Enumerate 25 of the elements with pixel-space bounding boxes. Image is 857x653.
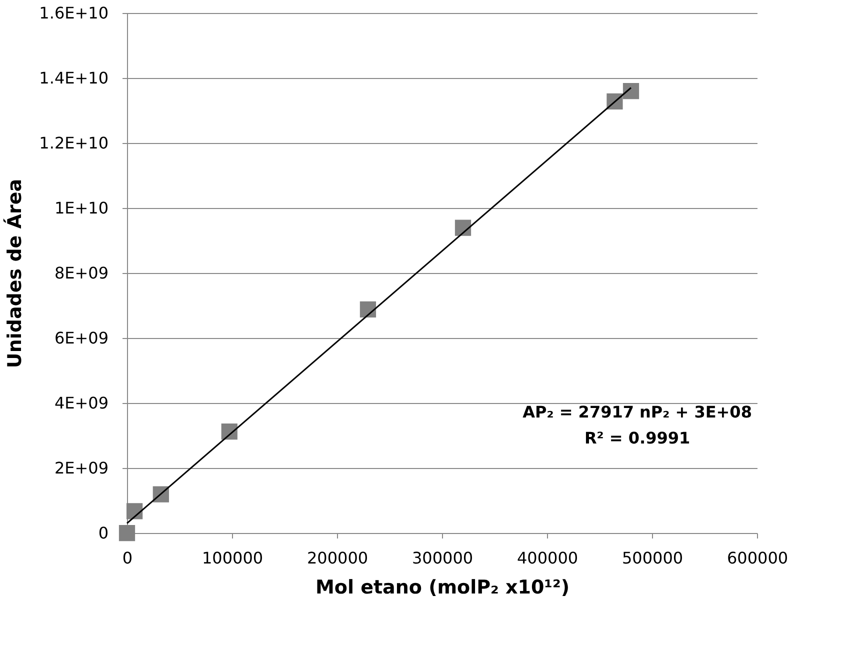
x-tick-label: 600000 xyxy=(726,548,788,568)
x-tick-label: 0 xyxy=(122,548,133,568)
x-tick-label: 400000 xyxy=(516,548,578,568)
y-axis-title: Unidades de Área xyxy=(3,178,26,368)
x-tick-label: 100000 xyxy=(202,548,264,568)
y-tick-label: 1.4E+10 xyxy=(39,68,108,88)
point xyxy=(126,503,143,520)
annotation: AP₂ = 27917 nP₂ + 3E+08 xyxy=(522,402,752,422)
y-tick-label: 2E+09 xyxy=(54,458,108,478)
x-tick-label: 200000 xyxy=(306,548,368,568)
y-tick-label: 8E+09 xyxy=(54,264,108,282)
x-tick-label: 500000 xyxy=(622,548,684,568)
point xyxy=(454,220,472,236)
point xyxy=(118,524,136,542)
y-tick-label: 1.6E+10 xyxy=(39,4,108,22)
y-tick-label: 0 xyxy=(98,524,108,542)
y-tick-label: 1E+10 xyxy=(54,198,108,218)
y-tick-label: 1.2E+10 xyxy=(39,134,108,152)
y-tick-label: 6E+09 xyxy=(54,328,108,348)
point xyxy=(622,82,640,100)
annotation: R² = 0.9991 xyxy=(584,428,690,448)
y-tick-label: 4E+09 xyxy=(54,394,108,412)
x-tick-label: 300000 xyxy=(412,548,474,568)
point xyxy=(360,301,376,318)
x-axis-title: Mol etano (molP₂ x10¹²) xyxy=(315,576,570,598)
